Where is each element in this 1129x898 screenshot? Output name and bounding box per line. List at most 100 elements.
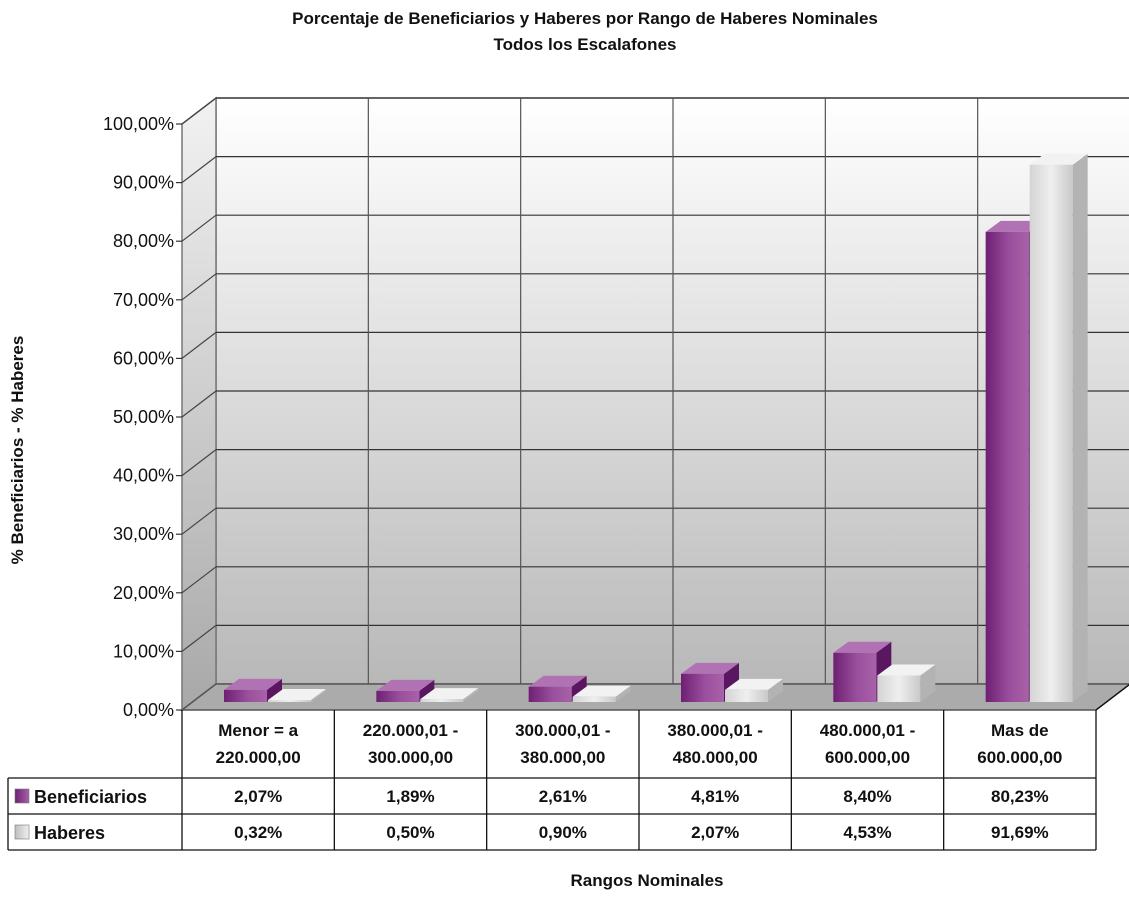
- data-label: 4,53%: [843, 823, 891, 842]
- gridline-side: [181, 449, 217, 477]
- bar-front: [268, 700, 311, 702]
- legend-label: Beneficiarios: [34, 787, 147, 807]
- bar-top: [833, 641, 892, 653]
- bar-top: [572, 685, 631, 697]
- y-tick-label: 70,00%: [113, 290, 174, 310]
- y-axis-label: % Beneficiarios - % Haberes: [8, 336, 27, 565]
- bar-haberes-1: [268, 689, 326, 702]
- data-label: 0,50%: [386, 823, 434, 842]
- bar-front: [1029, 164, 1073, 702]
- bar-front: [528, 686, 572, 702]
- y-tick-label: 50,00%: [113, 407, 174, 427]
- category-label: 600.000,00: [825, 748, 910, 767]
- gridline-side: [181, 507, 217, 535]
- bar-top: [681, 662, 739, 674]
- gridline-side: [181, 156, 217, 184]
- bar-front: [833, 652, 877, 702]
- legend-label: Haberes: [34, 823, 105, 843]
- category-label: 600.000,00: [977, 748, 1062, 767]
- y-tick-label: 0,00%: [123, 700, 174, 720]
- bar-haberes-2: [420, 688, 479, 702]
- bar-top: [224, 678, 282, 690]
- y-tick-label: 90,00%: [113, 173, 174, 193]
- x-axis-label: Rangos Nominales: [570, 871, 723, 890]
- data-label: 2,07%: [691, 823, 739, 842]
- data-label: 2,61%: [539, 787, 587, 806]
- bar-haberes-6: [1029, 153, 1088, 702]
- bar-marks: [224, 153, 1088, 702]
- bar-front: [681, 673, 724, 702]
- category-label: Mas de: [991, 721, 1049, 740]
- data-label: 1,89%: [386, 787, 434, 806]
- bar-side: [1072, 153, 1088, 702]
- bar-front: [877, 675, 921, 702]
- gridline-side: [181, 97, 217, 125]
- bar-side: [311, 689, 326, 702]
- category-label: 220.000,00: [216, 748, 301, 767]
- y-tick-label: 10,00%: [113, 641, 174, 661]
- gridline-side: [181, 273, 217, 301]
- category-label: 380.000,01 -: [667, 721, 762, 740]
- data-label: 8,40%: [843, 787, 891, 806]
- data-label: 2,07%: [234, 787, 282, 806]
- y-tick-labels: 0,00% 10,00% 20,00% 30,00% 40,00% 50,00% 60,00…: [103, 114, 174, 720]
- bar-side: [267, 678, 282, 702]
- y-tick-label: 20,00%: [113, 583, 174, 603]
- data-label: 0,32%: [234, 823, 282, 842]
- bar-front: [376, 690, 420, 702]
- bar-beneficiarios-2: [376, 679, 435, 702]
- bar-haberes-5: [877, 664, 936, 702]
- category-label: Menor = a: [218, 721, 298, 740]
- bar-front: [985, 231, 1029, 702]
- category-label: 300.000,00: [368, 748, 453, 767]
- gridline-side: [181, 214, 217, 242]
- chart-subtitle: Todos los Escalafones: [494, 35, 677, 54]
- gridlines: [176, 97, 1129, 711]
- y-tick-label: 80,00%: [113, 231, 174, 251]
- legend-swatch: [14, 824, 30, 840]
- bar-top: [528, 675, 587, 687]
- bar-top: [877, 664, 936, 676]
- bar-front: [572, 696, 616, 702]
- category-label: 480.000,00: [673, 748, 758, 767]
- bar-haberes-3: [572, 685, 631, 702]
- gridline-side: [181, 331, 217, 359]
- bar-top: [985, 220, 1044, 232]
- bar-front: [224, 689, 267, 702]
- category-label: 480.000,01 -: [820, 721, 915, 740]
- y-tick-label: 30,00%: [113, 524, 174, 544]
- bar-side: [615, 685, 631, 702]
- bar-front: [420, 699, 464, 702]
- y-tick-label: 100,00%: [103, 114, 174, 134]
- chart-title: Porcentaje de Beneficiarios y Haberes po…: [292, 9, 878, 28]
- category-label: 300.000,01 -: [515, 721, 610, 740]
- gridline-side: [181, 624, 217, 652]
- bar-top: [268, 689, 326, 700]
- bar-top: [725, 678, 783, 690]
- bar-side: [768, 678, 783, 702]
- y-tick-label: 40,00%: [113, 466, 174, 486]
- data-label: 80,23%: [991, 787, 1049, 806]
- bar-haberes-4: [725, 678, 783, 702]
- bar-front: [725, 689, 768, 702]
- gridline-side: [181, 390, 217, 418]
- bar-top: [1029, 153, 1088, 165]
- data-table: Menor = a 220.000,00 220.000,01 - 300.000,0…: [7, 683, 1129, 851]
- y-tick-label: 60,00%: [113, 348, 174, 368]
- data-label: 0,90%: [539, 823, 587, 842]
- table-border: [1095, 683, 1129, 711]
- bar-beneficiarios-1: [224, 678, 282, 702]
- category-label: 220.000,01 -: [363, 721, 458, 740]
- bar-beneficiarios-4: [681, 662, 739, 702]
- category-label: 380.000,00: [520, 748, 605, 767]
- data-label: 4,81%: [691, 787, 739, 806]
- bar-top: [420, 688, 479, 700]
- bar-side: [463, 688, 479, 702]
- bar-side: [920, 664, 936, 702]
- gridline-side: [181, 566, 217, 594]
- legend-swatch: [14, 788, 30, 804]
- bar-side: [419, 679, 435, 702]
- bar-top: [376, 679, 435, 691]
